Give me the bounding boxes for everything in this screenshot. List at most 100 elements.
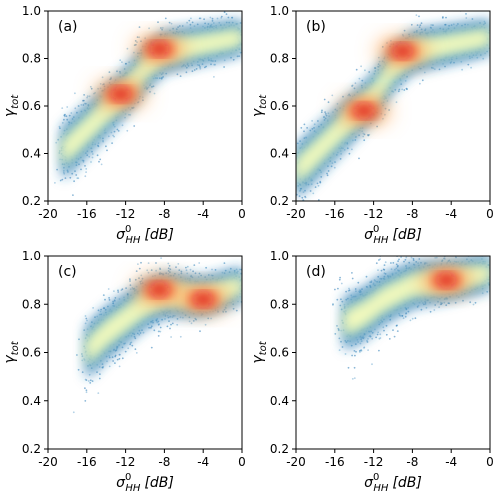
scatter-point [135, 270, 138, 272]
x-tick-label: -4 [197, 207, 209, 221]
scatter-point [134, 348, 137, 351]
scatter-point [207, 23, 210, 25]
scatter-point [107, 135, 110, 138]
scatter-point [133, 335, 136, 338]
scatter-point [165, 72, 168, 75]
scatter-point [429, 310, 432, 313]
scatter-point [355, 68, 358, 71]
y-tick-label: 0.6 [22, 99, 41, 113]
scatter-point [210, 63, 212, 66]
scatter-point [150, 325, 153, 328]
scatter-point [236, 55, 239, 58]
scatter-point [194, 317, 197, 320]
scatter-point [148, 326, 151, 329]
scatter-point [491, 269, 493, 271]
scatter-point [71, 172, 74, 175]
scatter-point [85, 389, 88, 392]
x-tick-label: -8 [158, 455, 170, 469]
scatter-point [195, 68, 198, 70]
scatter-point [199, 66, 201, 68]
scatter-point [108, 71, 111, 73]
scatter-point [156, 321, 159, 324]
scatter-point [242, 288, 244, 290]
scatter-point [443, 257, 445, 260]
scatter-point [454, 253, 456, 255]
scatter-point [63, 118, 65, 121]
scatter-point [362, 135, 365, 138]
scatter-point [118, 365, 121, 368]
scatter-point [243, 32, 245, 34]
scatter-point [129, 343, 132, 346]
scatter-point [150, 326, 152, 329]
scatter-point [101, 363, 104, 365]
scatter-point [170, 22, 173, 25]
density-peak-core [111, 89, 130, 100]
scatter-point [392, 90, 395, 93]
x-axis-label: σ0 HH [dB] [116, 224, 174, 246]
scatter-point [201, 63, 204, 65]
scatter-point [161, 318, 164, 321]
scatter-point [403, 29, 406, 32]
scatter-point [131, 107, 134, 109]
scatter-point [76, 111, 78, 114]
scatter-point [81, 355, 84, 357]
scatter-point [190, 322, 193, 325]
scatter-point [216, 17, 219, 20]
scatter-point [90, 87, 93, 90]
scatter-point [367, 338, 369, 340]
scatter-point [106, 149, 108, 152]
scatter-point [495, 259, 497, 261]
scatter-point [198, 17, 201, 20]
scatter-point [330, 165, 333, 168]
scatter-point [445, 304, 448, 307]
scatter-point [339, 304, 342, 307]
x-tick-label: -8 [158, 207, 170, 221]
scatter-point [150, 346, 153, 349]
scatter-point [86, 96, 88, 99]
scatter-point [124, 350, 127, 353]
scatter-point [161, 27, 164, 29]
scatter-point [281, 166, 283, 168]
scatter-point [198, 262, 201, 264]
scatter-point [212, 22, 215, 24]
y-axis-label: γtot [2, 94, 21, 117]
scatter-point [106, 360, 108, 363]
scatter-point [188, 316, 191, 319]
scatter-point [292, 170, 294, 172]
scatter-point [155, 262, 157, 264]
scatter-point [460, 60, 463, 63]
scatter-point [342, 329, 345, 332]
scatter-point [444, 65, 446, 68]
scatter-point [331, 162, 334, 165]
scatter-point [467, 63, 470, 66]
scatter-point [491, 31, 493, 33]
y-axis-label: γtot [250, 94, 269, 117]
scatter-point [198, 272, 201, 275]
scatter-point [167, 316, 170, 319]
scatter-point [367, 349, 369, 351]
scatter-point [85, 317, 88, 320]
scatter-point [124, 116, 126, 119]
scatter-point [77, 105, 80, 107]
scatter-point [168, 320, 170, 322]
scatter-point [147, 271, 150, 274]
scatter-point [119, 59, 122, 62]
scatter-point [388, 338, 391, 340]
scatter-point [57, 138, 60, 141]
scatter-point [247, 291, 249, 293]
scatter-point [340, 153, 342, 155]
scatter-point [151, 85, 154, 88]
scatter-point [419, 82, 421, 85]
scatter-point [185, 266, 187, 269]
scatter-point [413, 252, 415, 254]
scatter-point [465, 13, 467, 15]
scatter-point [231, 16, 233, 19]
y-tick-label: 0.4 [22, 394, 41, 408]
scatter-point [125, 287, 127, 289]
scatter-point [325, 114, 328, 117]
scatter-point [72, 194, 74, 197]
scatter-point [445, 16, 447, 19]
scatter-point [99, 310, 102, 313]
scatter-point [177, 263, 180, 265]
scatter-point [418, 15, 420, 18]
